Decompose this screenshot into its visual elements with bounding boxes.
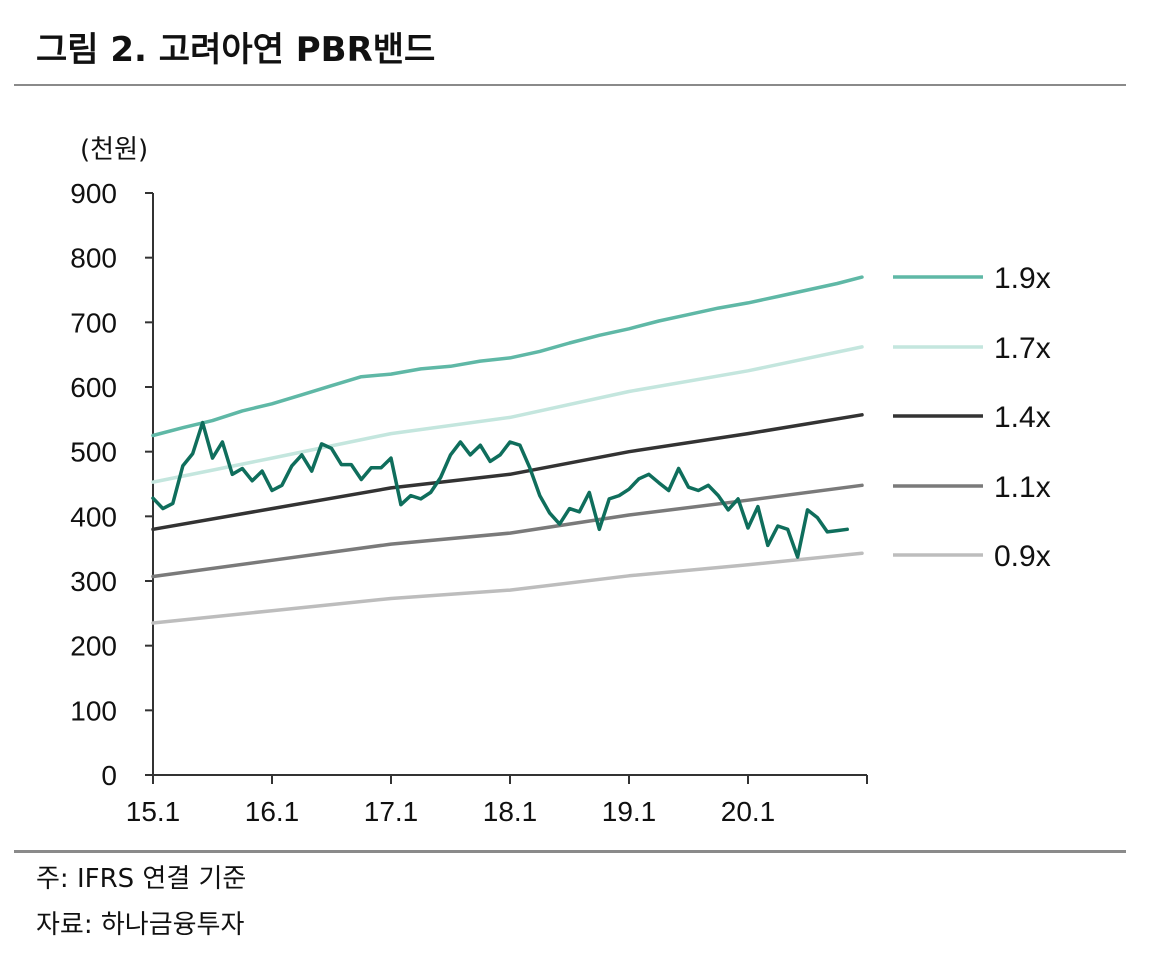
y-tick-label: 100	[70, 695, 117, 726]
y-tick-label: 300	[70, 566, 117, 597]
series-line-0_9x	[151, 551, 864, 625]
legend-label: 1.9x	[994, 262, 1051, 295]
footnote: 주: IFRS 연결 기준	[36, 864, 247, 894]
series-line-1_1x	[151, 483, 864, 579]
bottom-rule	[14, 850, 1126, 853]
legend-label: 1.1x	[994, 471, 1051, 504]
top-rule	[14, 84, 1126, 86]
series-line-1_4x	[151, 413, 864, 532]
y-tick-label: 600	[70, 372, 117, 403]
series-line-1_9x	[151, 275, 864, 438]
legend-label: 1.7x	[994, 332, 1051, 365]
series-line-1_7x	[151, 345, 864, 484]
x-tick-label: 19.1	[602, 796, 657, 827]
y-tick-label: 400	[70, 501, 117, 532]
legend-label: 0.9x	[994, 540, 1051, 573]
x-tick-label: 18.1	[483, 796, 538, 827]
source-note: 자료: 하나금융투자	[36, 910, 245, 940]
y-tick-label: 500	[70, 437, 117, 468]
y-tick-label: 0	[101, 760, 117, 791]
x-tick-label: 15.1	[126, 796, 181, 827]
share-price-line	[151, 420, 849, 559]
x-tick-label: 20.1	[721, 796, 776, 827]
x-tick-label: 17.1	[364, 796, 419, 827]
figure-title: 그림 2. 고려아연 PBR밴드	[36, 30, 436, 70]
legend: 1.9x 1.7x 1.4x 1.1x 0.9x	[893, 262, 1051, 573]
legend-label: 1.4x	[994, 401, 1051, 434]
y-tick-label: 800	[70, 243, 117, 274]
pbr-band-chart: (천원) 0 100 200 300 400 500 600 700 800 900 15.1 16.…	[70, 135, 1051, 827]
axes: 0 100 200 300 400 500 600 700 800 900 15.1 16.1 17.1…	[70, 178, 868, 827]
y-tick-label: 200	[70, 631, 117, 662]
x-tick-label: 16.1	[245, 796, 300, 827]
y-axis-unit-label: (천원)	[80, 135, 148, 165]
y-tick-label: 900	[70, 178, 117, 209]
y-tick-label: 700	[70, 307, 117, 338]
series-layer	[151, 275, 864, 625]
